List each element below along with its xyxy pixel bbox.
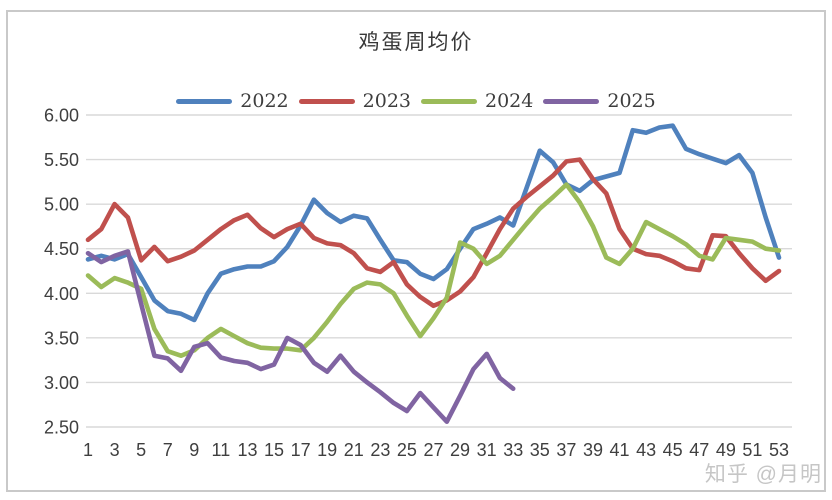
x-axis-tick-label: 51 (742, 440, 762, 460)
x-axis-tick-label: 33 (503, 440, 523, 460)
legend-label: 2024 (485, 90, 534, 112)
x-axis-tick-label: 23 (370, 440, 390, 460)
chart-title: 鸡蛋周均价 (358, 30, 474, 54)
x-axis-tick-label: 21 (344, 440, 364, 460)
legend-label: 2025 (607, 90, 656, 112)
x-axis-tick-label: 53 (769, 440, 789, 460)
x-axis-tick-label: 35 (530, 440, 550, 460)
legend-label: 2022 (240, 90, 289, 112)
series-line-2024 (85, 182, 782, 359)
x-axis-tick-label: 43 (636, 440, 656, 460)
chart-legend: 2022 2023 2024 2025 (0, 90, 832, 112)
series-line-2023 (85, 157, 782, 309)
x-axis-tick-label: 15 (264, 440, 284, 460)
legend-item-2024: 2024 (421, 90, 533, 112)
legend-item-2022: 2022 (176, 90, 289, 112)
x-axis-tick-label: 9 (189, 440, 199, 460)
watermark-text: 知乎 @月明 (704, 463, 822, 486)
y-axis-tick-label: 4.00 (44, 284, 79, 304)
x-axis-tick-label: 5 (136, 440, 146, 460)
series-line-2025 (85, 249, 516, 425)
x-axis-tick-label: 29 (450, 440, 470, 460)
x-axis-tick-label: 1 (83, 440, 93, 460)
x-axis-tick-label: 17 (291, 440, 311, 460)
y-axis-tick-label: 4.50 (44, 239, 79, 259)
legend-line-swatch-2023 (298, 98, 355, 104)
chart-card-border (6, 10, 826, 492)
y-axis-tick-label: 3.50 (44, 328, 79, 348)
x-axis-tick-label: 7 (163, 440, 173, 460)
x-axis-tick-label: 27 (423, 440, 443, 460)
x-axis-tick-label: 37 (556, 440, 576, 460)
x-axis-tick-label: 41 (610, 440, 630, 460)
legend-line-swatch-2024 (421, 98, 477, 104)
y-axis-tick-label: 5.50 (44, 150, 79, 170)
x-axis-tick-label: 45 (663, 440, 683, 460)
x-axis-tick-label: 49 (716, 440, 736, 460)
x-axis-tick-label: 47 (689, 440, 709, 460)
x-axis-tick-label: 19 (317, 440, 337, 460)
x-axis-tick-label: 31 (477, 440, 497, 460)
legend-line-swatch-2025 (543, 98, 600, 104)
x-axis-tick-label: 3 (110, 440, 120, 460)
x-axis-tick-label: 25 (397, 440, 417, 460)
x-axis-tick-label: 11 (212, 440, 231, 460)
y-axis-tick-label: 5.00 (44, 195, 79, 215)
y-axis-tick-label: 2.50 (44, 418, 79, 438)
x-axis-tick-label: 39 (583, 440, 603, 460)
x-axis-tick-label: 13 (237, 440, 257, 460)
legend-label: 2023 (362, 90, 411, 112)
series-line-2022 (85, 123, 782, 323)
legend-item-2023: 2023 (298, 90, 411, 112)
y-axis-tick-label: 3.00 (44, 373, 79, 393)
legend-line-swatch-2022 (176, 98, 233, 104)
y-axis-tick-label: 6.00 (44, 106, 79, 126)
legend-item-2025: 2025 (543, 90, 656, 112)
